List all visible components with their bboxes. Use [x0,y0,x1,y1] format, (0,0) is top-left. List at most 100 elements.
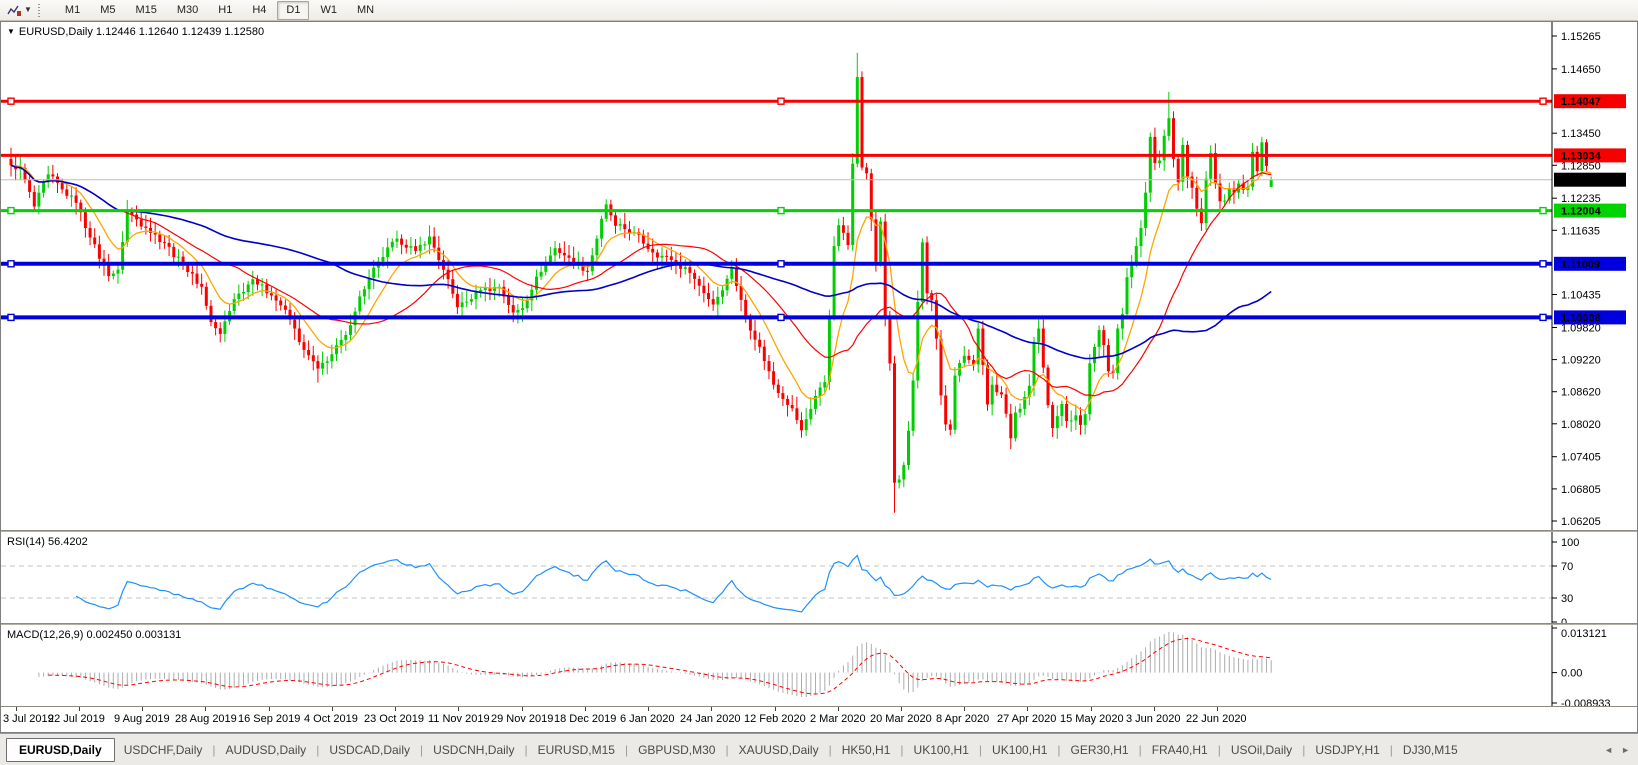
chart-tab-USDCNH-Daily[interactable]: USDCNH,Daily [433,742,515,757]
tab-separator: | [1057,742,1061,757]
chart-tab-AUDUSD-Daily[interactable]: AUDUSD,Daily [225,742,307,757]
price-panel[interactable]: ▼ EURUSD,Daily 1.12446 1.12640 1.12439 1.… [1,22,1637,530]
timeframe-button-W1[interactable]: W1 [320,4,337,16]
tab-separator: | [1302,742,1306,757]
tab-separator: | [900,742,904,757]
svg-text:1.08020: 1.08020 [1561,419,1601,431]
date-axis[interactable]: 3 Jul 2019 22 Jul 2019 9 Aug 2019 28 Aug 20… [1,707,1637,732]
timeframe-button-MN[interactable]: MN [356,4,375,16]
date-label: 22 Jul 2019 [48,713,105,725]
chart-tabbar: EURUSD,Daily USDCHF,Daily | AUDUSD,Daily | US… [0,733,1638,765]
date-tick [964,707,965,711]
rsi-macd-splitter[interactable] [1,623,1637,625]
svg-text:1.07405: 1.07405 [1561,452,1601,464]
chart-tab-UK100-H1[interactable]: UK100,H1 [913,742,969,757]
chart-title: ▼ EURUSD,Daily 1.12446 1.12640 1.12439 1.… [7,26,264,38]
date-label: 3 Jul 2019 [3,713,54,725]
date-label: 9 Aug 2019 [114,713,170,725]
chart-tab-EURUSD-Daily[interactable]: EURUSD,Daily [6,737,115,762]
date-label: 23 Oct 2019 [364,713,424,725]
price-scale[interactable]: 1.15265 1.14650 1.13450 1.12850 1.12235 1.116… [1551,22,1601,530]
date-tick [648,707,649,711]
date-label: 3 Jun 2020 [1126,713,1181,725]
symbol-dropdown-icon[interactable]: ▼ [7,27,15,36]
horizontal-line-1.10008[interactable] [1,313,1552,322]
svg-text:1.08620: 1.08620 [1561,387,1601,399]
timeframe-button-H1[interactable]: H1 [218,4,233,16]
svg-text:1.13450: 1.13450 [1561,128,1601,140]
date-label: 4 Oct 2019 [304,713,358,725]
timeframe-button-D1[interactable]: D1 [277,0,310,20]
date-label: 11 Nov 2019 [428,713,490,725]
chart-tab-USOil-Daily[interactable]: USOil,Daily [1230,742,1293,757]
chart-tab-GBPUSD-M30[interactable]: GBPUSD,M30 [638,742,716,757]
timeframe-button-M30[interactable]: M30 [176,4,199,16]
chart-tab-USDJPY-H1[interactable]: USDJPY,H1 [1315,742,1380,757]
chart-cursor-button[interactable]: ▼ [4,1,35,20]
toolbar: ▼ M1 M5 M15 M30 H1 H4 D1 W1 MN [0,0,1638,21]
date-label: 2 Mar 2020 [810,713,866,725]
chart-tab-USDCAD-Daily[interactable]: USDCAD,Daily [329,742,410,757]
tab-separator: | [978,742,983,757]
horizontal-line-1.14047[interactable] [1,97,1552,105]
svg-text:1.12004: 1.12004 [1561,206,1602,218]
toolbar-grip[interactable] [36,2,42,18]
date-tick [205,707,206,711]
tab-separator: | [420,742,424,757]
price-badge-1.12004: 1.12004 [1554,203,1626,218]
chart-tab-DJ30-M15[interactable]: DJ30,M15 [1402,742,1458,757]
rsi-panel[interactable]: RSI(14) 56.4202 100 70 30 0 [1,532,1637,623]
svg-text:1.14650: 1.14650 [1561,64,1601,76]
timeframe-button-M5[interactable]: M5 [100,4,116,16]
tab-separator: | [212,742,216,757]
svg-text:1.12235: 1.12235 [1561,193,1601,205]
price-rsi-splitter[interactable] [1,530,1637,532]
tab-separator: | [1389,742,1393,757]
tab-separator: | [725,742,729,757]
macd-values: 0.002450 0.003131 [86,629,182,641]
svg-text:30: 30 [1561,593,1573,605]
horizontal-line-1.12004[interactable] [1,206,1552,215]
macd-panel[interactable]: MACD(12,26,9) 0.002450 0.003131 0.013121… [1,625,1637,706]
timeframe-button-H4[interactable]: H4 [252,4,267,16]
svg-text:1.14047: 1.14047 [1561,96,1601,108]
date-label: 18 Dec 2019 [554,713,617,725]
date-label: 28 Aug 2019 [175,713,237,725]
svg-text:100: 100 [1561,537,1579,549]
macd-chart-svg: 0.013121 0.00 -0.008933 [38,625,1611,706]
date-tick [901,707,902,711]
tab-separator: | [624,742,629,757]
chart-title-text: EURUSD,Daily 1.12446 1.12640 1.12439 1.1… [18,26,265,38]
date-label: 6 Jan 2020 [620,713,675,725]
date-tick [838,707,839,711]
date-label: 20 Mar 2020 [870,713,932,725]
chart-tab-UK100-H1[interactable]: UK100,H1 [992,742,1048,757]
timeframe-button-M1[interactable]: M1 [64,4,81,16]
rsi-line [75,554,1272,613]
date-tick [585,707,586,711]
chart-tab-HK50-H1[interactable]: HK50,H1 [841,742,891,757]
chart-tab-GER30-H1[interactable]: GER30,H1 [1070,742,1129,757]
chart-window: ▼ EURUSD,Daily 1.12446 1.12640 1.12439 1.… [0,21,1638,733]
timeframe-button-M15[interactable]: M15 [135,4,157,16]
tabs-scroll-right-icon[interactable]: ► [1621,745,1630,755]
tabs-scroll-left-icon[interactable]: ◄ [1604,745,1614,755]
chart-tab-USDCHF-Daily[interactable]: USDCHF,Daily [123,742,203,757]
rsi-label: RSI(14) 56.4202 [7,536,88,548]
chart-tab-XAUUSD-Daily[interactable]: XAUUSD,Daily [738,742,819,757]
price-badge-1.13034: 1.13034 [1554,148,1626,163]
date-tick [395,707,396,711]
chart-tab-FRA40-H1[interactable]: FRA40,H1 [1151,742,1208,757]
macd-name: MACD(12,26,9) [7,629,84,641]
tab-separator: | [524,742,528,757]
date-label: 27 Apr 2020 [997,713,1057,725]
horizontal-line-1.11009[interactable] [1,260,1552,268]
rsi-chart-svg: 100 70 30 0 [1,532,1579,623]
svg-text:1.12850: 1.12850 [1561,160,1601,172]
date-tick [522,707,523,711]
svg-text:1.11635: 1.11635 [1561,225,1600,237]
chart-tab-EURUSD-M15[interactable]: EURUSD,M15 [537,742,615,757]
svg-text:1.12580: 1.12580 [1561,175,1601,187]
svg-text:1.10008: 1.10008 [1561,312,1601,324]
date-tick [142,707,143,711]
